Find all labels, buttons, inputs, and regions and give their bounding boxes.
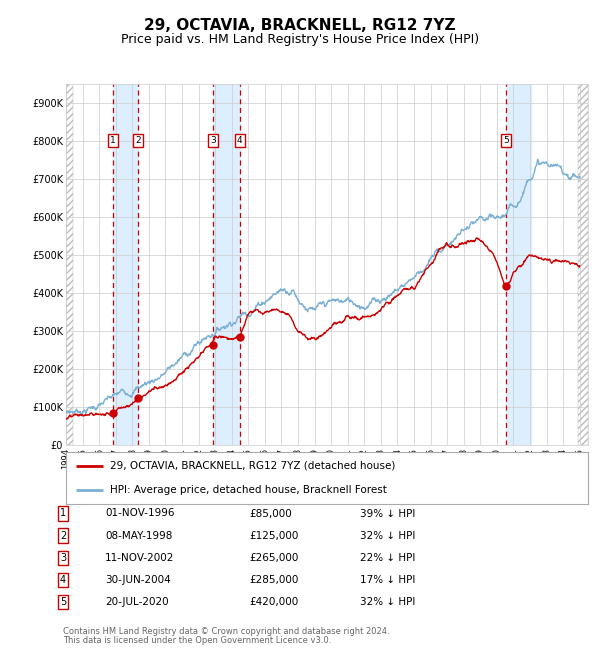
Text: £420,000: £420,000 — [249, 597, 298, 607]
Text: 5: 5 — [503, 136, 509, 145]
Text: HPI: Average price, detached house, Bracknell Forest: HPI: Average price, detached house, Brac… — [110, 485, 387, 495]
Text: 17% ↓ HPI: 17% ↓ HPI — [360, 575, 415, 585]
Text: 5: 5 — [60, 597, 66, 607]
Text: £285,000: £285,000 — [249, 575, 298, 585]
Text: Price paid vs. HM Land Registry's House Price Index (HPI): Price paid vs. HM Land Registry's House … — [121, 32, 479, 46]
Bar — [578, 84, 588, 445]
Text: 4: 4 — [60, 575, 66, 585]
Text: 20-JUL-2020: 20-JUL-2020 — [105, 597, 169, 607]
Text: 01-NOV-1996: 01-NOV-1996 — [105, 508, 175, 519]
Text: £125,000: £125,000 — [249, 530, 298, 541]
Text: 39% ↓ HPI: 39% ↓ HPI — [360, 508, 415, 519]
Text: 2: 2 — [60, 530, 66, 541]
Text: Contains HM Land Registry data © Crown copyright and database right 2024.: Contains HM Land Registry data © Crown c… — [63, 627, 389, 636]
Text: 3: 3 — [60, 552, 66, 563]
Bar — [66, 84, 73, 445]
Text: 32% ↓ HPI: 32% ↓ HPI — [360, 530, 415, 541]
Text: 22% ↓ HPI: 22% ↓ HPI — [360, 552, 415, 563]
Bar — [113, 84, 138, 445]
Text: 1: 1 — [110, 136, 116, 145]
Text: £85,000: £85,000 — [249, 508, 292, 519]
Text: 30-JUN-2004: 30-JUN-2004 — [105, 575, 171, 585]
Text: 29, OCTAVIA, BRACKNELL, RG12 7YZ (detached house): 29, OCTAVIA, BRACKNELL, RG12 7YZ (detach… — [110, 461, 396, 471]
Bar — [213, 84, 240, 445]
Text: 29, OCTAVIA, BRACKNELL, RG12 7YZ: 29, OCTAVIA, BRACKNELL, RG12 7YZ — [144, 18, 456, 33]
Bar — [506, 84, 531, 445]
Text: 1: 1 — [60, 508, 66, 519]
Text: 11-NOV-2002: 11-NOV-2002 — [105, 552, 175, 563]
Text: 3: 3 — [210, 136, 215, 145]
Text: 08-MAY-1998: 08-MAY-1998 — [105, 530, 172, 541]
Text: 2: 2 — [136, 136, 141, 145]
Text: This data is licensed under the Open Government Licence v3.0.: This data is licensed under the Open Gov… — [63, 636, 331, 645]
Text: 32% ↓ HPI: 32% ↓ HPI — [360, 597, 415, 607]
Text: £265,000: £265,000 — [249, 552, 298, 563]
Text: 4: 4 — [237, 136, 242, 145]
